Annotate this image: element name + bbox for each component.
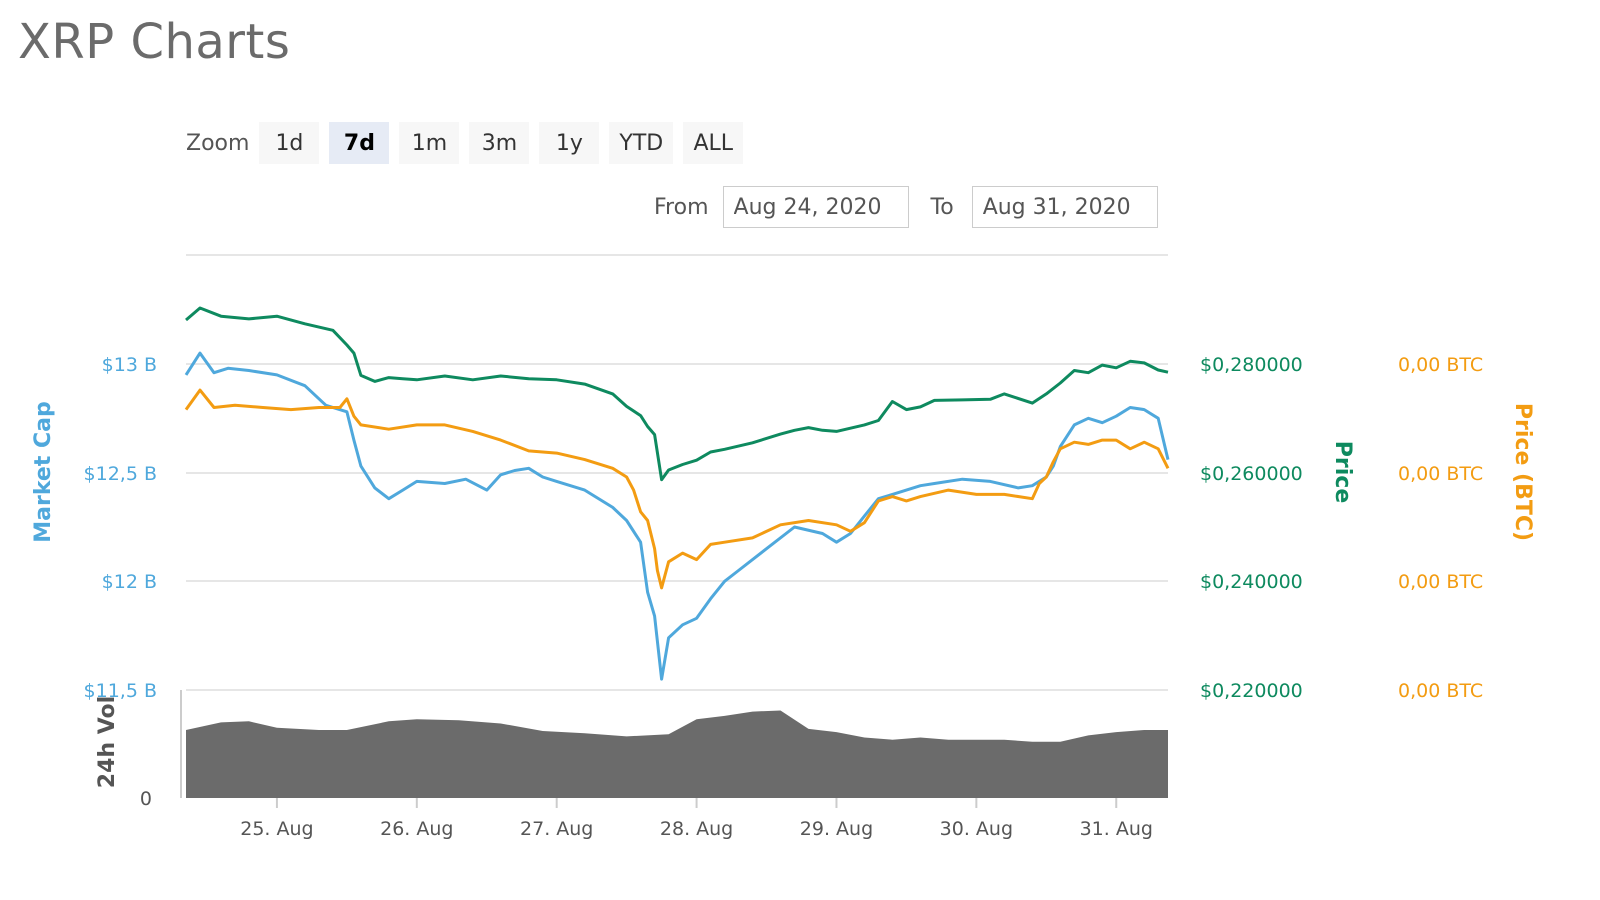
to-date-input[interactable]: [971, 186, 1158, 228]
price-tick-label: $0,220000: [1200, 680, 1303, 702]
left-tick-label: $11,5 B: [84, 680, 157, 702]
x-axis: 25. Aug 26. Aug 27. Aug 28. Aug 29. Aug 30. A…: [240, 798, 1153, 840]
x-tick-label: 29. Aug: [800, 818, 873, 840]
price-axis-title: Price: [1330, 441, 1355, 503]
price-usd-line: [185, 306, 1169, 482]
x-tick-label: 27. Aug: [520, 818, 593, 840]
zoom-1y-button[interactable]: 1y: [539, 122, 600, 164]
zoom-all-button[interactable]: ALL: [683, 122, 744, 164]
price-tick-label: $0,260000: [1200, 463, 1303, 485]
zoom-1m-button[interactable]: 1m: [399, 122, 460, 164]
btc-tick-label: 0,00 BTC: [1398, 680, 1483, 702]
page-title: XRP Charts: [18, 14, 291, 70]
left-tick-label: $12,5 B: [84, 463, 157, 485]
grid-lines: [186, 363, 1168, 691]
from-label: From: [654, 194, 709, 220]
zoom-label: Zoom: [186, 130, 250, 156]
x-tick-label: 31. Aug: [1080, 818, 1153, 840]
date-range-controls: From To: [654, 186, 1158, 228]
price-tick-label: $0,280000: [1200, 354, 1303, 376]
zoom-controls: Zoom 1d 7d 1m 3m 1y YTD ALL: [186, 122, 744, 164]
left-tick-label: $13 B: [102, 354, 157, 376]
volume-area: [186, 710, 1168, 798]
zoom-7d-button[interactable]: 7d: [329, 122, 390, 164]
x-tick-label: 30. Aug: [940, 818, 1013, 840]
price-tick-label: $0,240000: [1200, 571, 1303, 593]
market-cap-axis-title: Market Cap: [31, 401, 56, 542]
x-tick-label: 28. Aug: [660, 818, 733, 840]
from-date-input[interactable]: [722, 186, 909, 228]
volume-zero-label: 0: [140, 788, 152, 810]
market-cap-line: [184, 351, 1170, 681]
btc-tick-label: 0,00 BTC: [1398, 571, 1483, 593]
volume-axis-title: 24h Vol: [95, 696, 120, 788]
zoom-3m-button[interactable]: 3m: [469, 122, 530, 164]
x-tick-label: 26. Aug: [380, 818, 453, 840]
btc-axis-title: Price (BTC): [1510, 403, 1535, 541]
btc-tick-label: 0,00 BTC: [1398, 463, 1483, 485]
btc-tick-label: 0,00 BTC: [1398, 354, 1483, 376]
zoom-ytd-button[interactable]: YTD: [609, 122, 674, 164]
left-tick-label: $12 B: [102, 571, 157, 593]
zoom-1d-button[interactable]: 1d: [259, 122, 320, 164]
to-label: To: [930, 194, 954, 220]
price-btc-line: [184, 388, 1170, 590]
x-tick-label: 25. Aug: [240, 818, 313, 840]
